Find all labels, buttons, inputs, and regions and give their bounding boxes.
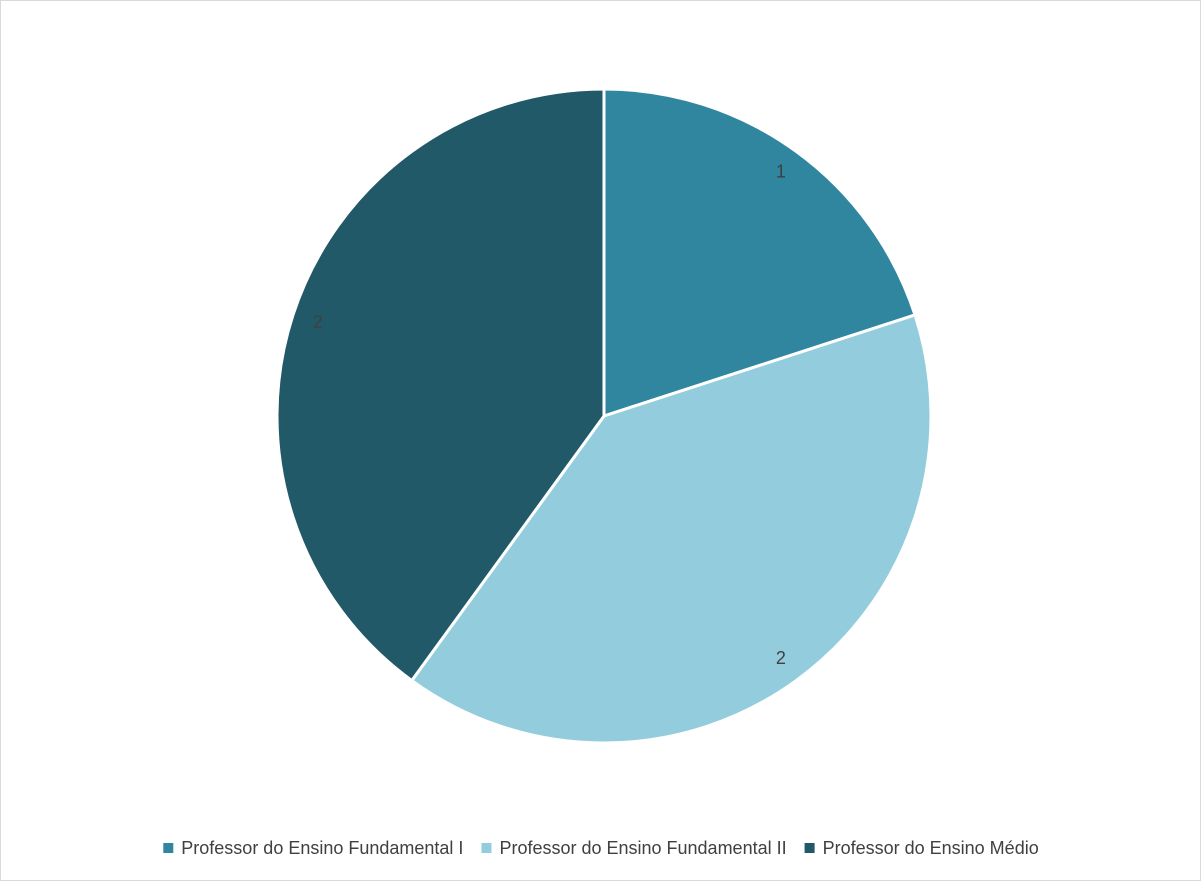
legend-marker: [163, 843, 174, 853]
pie-slice: [602, 87, 917, 419]
pie-slice: [409, 313, 933, 745]
legend-marker: [804, 843, 815, 853]
pie-slice: [275, 87, 606, 683]
legend-marker: [481, 843, 492, 853]
data-label: 2: [313, 312, 323, 332]
legend-label: Professor do Ensino Fundamental I: [181, 838, 463, 858]
legend-label: Professor do Ensino Médio: [823, 838, 1039, 858]
legend-label: Professor do Ensino Fundamental II: [499, 838, 786, 858]
data-label: 1: [776, 161, 786, 181]
data-label: 2: [776, 648, 786, 668]
